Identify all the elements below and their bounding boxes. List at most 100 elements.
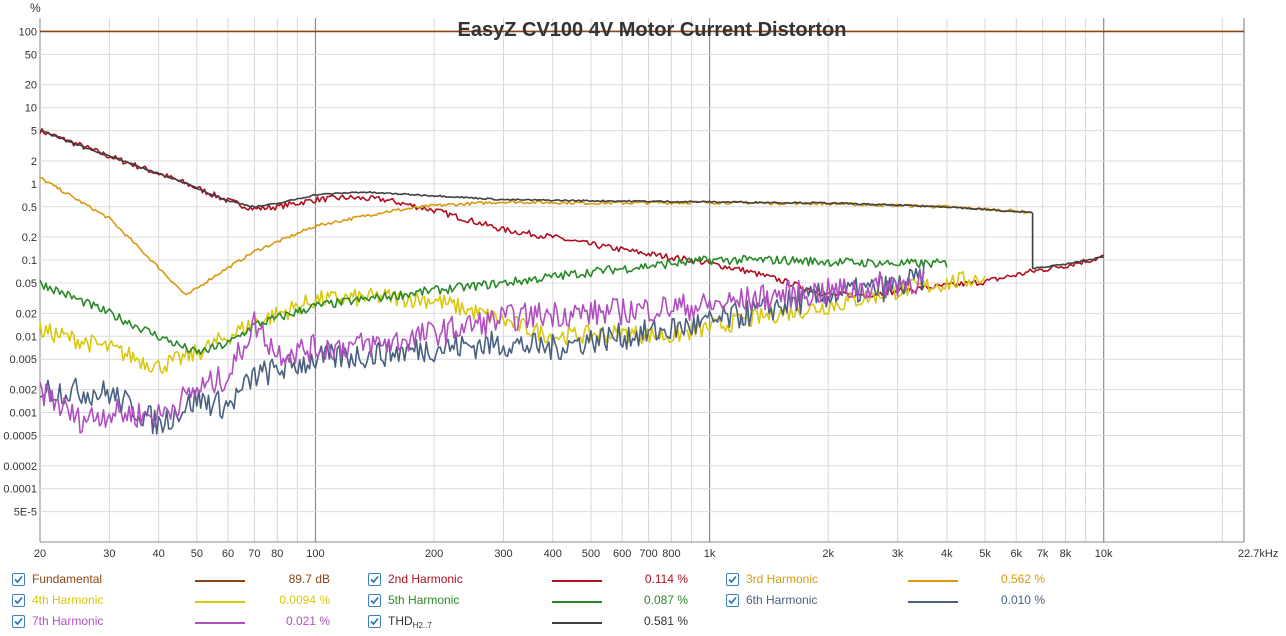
legend-checkbox[interactable] — [12, 594, 25, 607]
legend-label-text: 6th Harmonic — [746, 593, 818, 607]
legend-item-5th-harmonic: 5th Harmonic 0.087 % — [368, 591, 708, 611]
x-tick-label: 1k — [704, 548, 716, 560]
y-tick-labels: 100 50 20 10 5 2 1 0.5 0.2 0.1 0.05 0.02 0.01 0.005 0.… — [3, 26, 37, 518]
legend-value: 0.010 % — [1000, 593, 1045, 607]
x-tick-label: 7k — [1037, 548, 1049, 560]
x-tick-label: 2k — [822, 548, 834, 560]
legend-line-swatch — [908, 601, 958, 603]
x-tick-label: 500 — [582, 548, 600, 560]
y-tick-label: 0.01 — [16, 331, 37, 343]
x-tick-label: 80 — [271, 548, 283, 560]
y-tick-label: 0.05 — [16, 278, 37, 290]
y-tick-label: 50 — [25, 49, 37, 61]
legend-checkbox[interactable] — [726, 573, 739, 586]
x-tick-label: 600 — [613, 548, 631, 560]
legend-label: 3rd Harmonic — [746, 572, 818, 586]
legend-value: 0.114 % — [644, 572, 688, 586]
legend-item-2nd-harmonic: 2nd Harmonic 0.114 % — [368, 570, 708, 590]
legend-item-6th-harmonic: 6th Harmonic 0.010 % — [726, 591, 1066, 611]
legend-line-swatch — [552, 601, 602, 603]
legend-label-text: 3rd Harmonic — [746, 572, 819, 586]
x-tick-label: 40 — [153, 548, 165, 560]
legend-checkbox[interactable] — [12, 615, 25, 628]
legend-label-text: 7th Harmonic — [32, 614, 104, 628]
legend-line-swatch — [195, 580, 245, 582]
legend-label-text: Fundamental — [32, 572, 103, 586]
y-tick-label: 0.002 — [9, 385, 37, 397]
x-tick-label: 700 — [639, 548, 657, 560]
x-tick-label: 50 — [191, 548, 203, 560]
y-tick-label: 0.005 — [9, 354, 37, 366]
x-tick-label: 8k — [1060, 548, 1072, 560]
legend-label: THDH2..7 — [388, 614, 432, 630]
x-tick-label: 300 — [494, 548, 512, 560]
y-tick-label: 100 — [19, 26, 37, 38]
y-tick-label: 20 — [25, 80, 37, 92]
legend-checkbox[interactable] — [12, 573, 25, 586]
legend-label: 2nd Harmonic — [388, 572, 463, 586]
y-unit-label: % — [30, 1, 41, 15]
legend-value: 0.087 % — [643, 593, 688, 607]
legend-value: 89.7 dB — [288, 572, 330, 586]
legend-value: 0.0094 % — [279, 593, 330, 607]
x-tick-label: 5k — [979, 548, 991, 560]
legend: Fundamental 89.7 dB 2nd Harmonic 0.114 % 3rd… — [0, 566, 1286, 636]
x-tick-label: 60 — [222, 548, 234, 560]
series-line-3rd-harmonic — [39, 177, 1031, 296]
x-tick-label: 800 — [662, 548, 680, 560]
y-tick-label: 5 — [31, 126, 37, 138]
y-tick-label: 0.0001 — [3, 484, 37, 496]
y-tick-label: 0.0002 — [3, 461, 37, 473]
distortion-chart: 20 30 40 50 60 70 80 100 200 300 400 500 600 700 800 1k… — [3, 1, 1278, 560]
legend-checkbox[interactable] — [368, 594, 381, 607]
series-line-5th-harmonic — [39, 254, 948, 356]
series-line-6th-harmonic — [39, 263, 925, 435]
legend-label-text: 2nd Harmonic — [388, 572, 463, 586]
y-tick-label: 0.0005 — [3, 430, 37, 442]
y-tick-label: 1 — [31, 179, 37, 191]
series-lines — [39, 30, 1244, 435]
legend-label-text: THD — [388, 614, 413, 628]
y-tick-label: 10 — [25, 103, 37, 115]
legend-checkbox[interactable] — [726, 594, 739, 607]
y-tick-label: 0.5 — [22, 202, 37, 214]
legend-line-swatch — [908, 580, 958, 582]
y-tick-label: 0.2 — [22, 232, 37, 244]
x-tick-label: 6k — [1010, 548, 1022, 560]
legend-label: Fundamental — [32, 572, 102, 586]
x-tick-labels: 20 30 40 50 60 70 80 100 200 300 400 500 600 700 800 1k… — [34, 548, 1278, 560]
x-tick-label: 10k — [1095, 548, 1113, 560]
legend-checkbox[interactable] — [368, 573, 381, 586]
legend-label: 6th Harmonic — [746, 593, 817, 607]
legend-line-swatch — [195, 622, 245, 624]
legend-label-subscript: H2..7 — [412, 621, 432, 630]
legend-item-thd: THDH2..7 0.581 % — [368, 612, 708, 632]
x-tick-label: 22.7kHz — [1238, 548, 1278, 560]
y-tick-label: 5E-5 — [14, 507, 37, 519]
legend-item-fundamental: Fundamental 89.7 dB — [12, 570, 352, 590]
chart-title: EasyZ CV100 4V Motor Current Distorton — [458, 19, 847, 41]
legend-label: 4th Harmonic — [32, 593, 103, 607]
legend-label: 7th Harmonic — [32, 614, 103, 628]
series-line-thd — [39, 129, 1104, 270]
y-tick-label: 0.001 — [9, 408, 37, 420]
legend-item-7th-harmonic: 7th Harmonic 0.021 % — [12, 612, 352, 632]
series-line-4th-harmonic — [39, 270, 986, 375]
y-tick-label: 0.1 — [22, 255, 37, 267]
x-tick-label: 30 — [103, 548, 115, 560]
x-tick-label: 4k — [941, 548, 953, 560]
legend-label-text: 4th Harmonic — [32, 593, 104, 607]
legend-checkbox[interactable] — [368, 615, 381, 628]
x-tick-label: 3k — [892, 548, 904, 560]
legend-value: 0.581 % — [643, 614, 688, 628]
plot-area — [40, 18, 1244, 542]
y-tick-label: 0.02 — [16, 308, 37, 320]
legend-line-swatch — [552, 580, 602, 582]
x-tick-label: 400 — [544, 548, 562, 560]
x-tick-label: 100 — [306, 548, 324, 560]
x-tick-label: 20 — [34, 548, 46, 560]
legend-line-swatch — [552, 622, 602, 624]
legend-label: 5th Harmonic — [388, 593, 459, 607]
x-tick-label: 70 — [248, 548, 260, 560]
grid — [39, 18, 1245, 543]
